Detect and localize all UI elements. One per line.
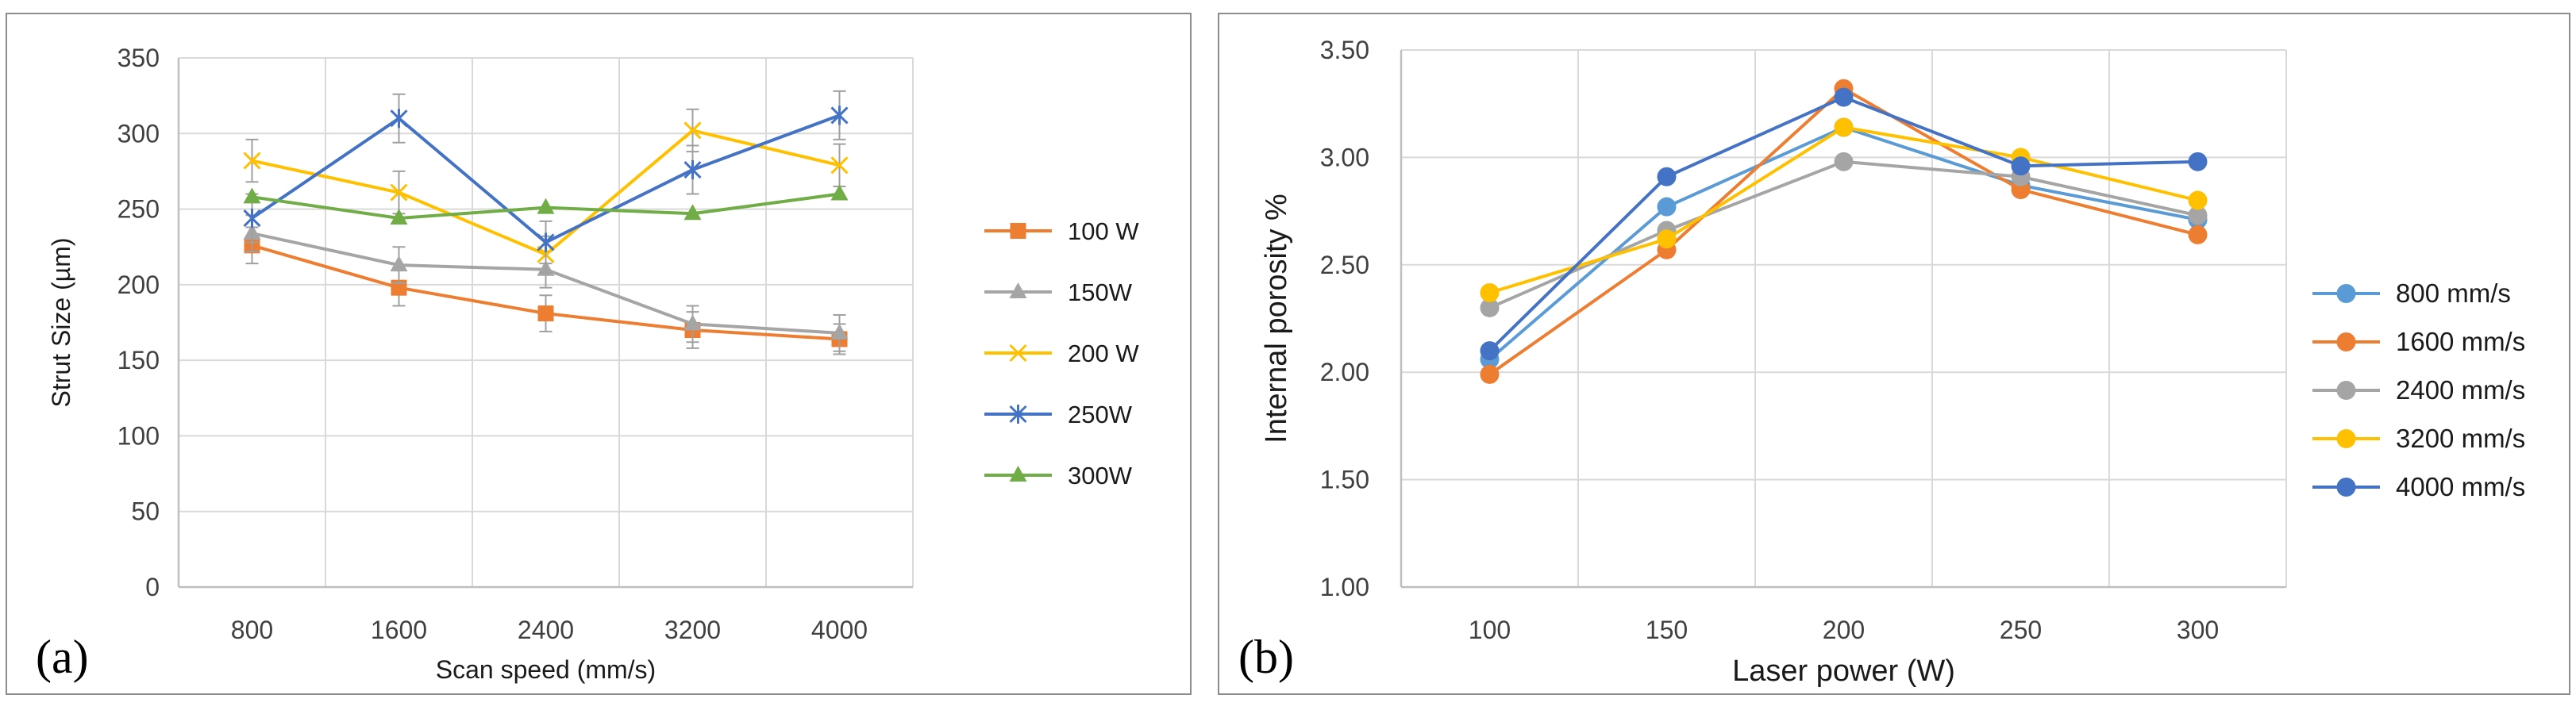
chart-a-panel-label: (a) <box>36 631 89 683</box>
chart-b-x-tick-label: 250 <box>2000 616 2042 644</box>
chart-a-legend-marker <box>1009 344 1027 363</box>
chart-a-data-point <box>390 183 408 202</box>
chart-a-y-tick-label: 250 <box>117 195 160 224</box>
chart-b-data-point <box>2188 205 2208 225</box>
chart-b-legend-marker <box>2336 284 2356 303</box>
chart-b-legend-marker <box>2336 478 2356 497</box>
chart-a-y-tick-label: 150 <box>117 346 160 374</box>
chart-b-legend-label: 2400 mm/s <box>2396 375 2525 405</box>
chart-a-data-point <box>830 323 849 340</box>
chart-b-series-4 <box>1480 87 2208 361</box>
chart-b-x-tick-label: 200 <box>1823 616 1865 644</box>
chart-a-legend-marker <box>1009 405 1027 424</box>
chart-b-y-tick-label: 3.00 <box>1320 143 1369 171</box>
chart-a-legend-label: 250W <box>1068 401 1133 428</box>
chart-b-data-point <box>2188 190 2208 210</box>
chart-b-data-point <box>2011 156 2031 176</box>
chart-b-y-tick-label: 2.00 <box>1320 358 1369 386</box>
chart-a: 0 50 100 150 200 250 300 350 800 1600 2400 3200 4000… <box>47 44 1139 684</box>
chart-a-data-point <box>537 305 554 322</box>
chart-a-data-point <box>683 314 702 331</box>
chart-b-data-point <box>1480 364 1500 384</box>
chart-b-legend-label: 800 mm/s <box>2396 278 2511 308</box>
chart-b-y-tick-label: 1.00 <box>1320 573 1369 601</box>
chart-b-data-point <box>2188 225 2208 244</box>
chart-b-legend-marker <box>2336 429 2356 448</box>
chart-a-legend-label: 100 W <box>1068 217 1139 245</box>
chart-a-data-point <box>390 109 408 129</box>
chart-b-data-point <box>1480 283 1500 303</box>
chart-b-x-tick-label: 100 <box>1469 616 1511 644</box>
chart-a-x-tick-label: 2400 <box>518 616 574 644</box>
chart-b-data-point <box>1834 152 1854 171</box>
chart-b-data-point <box>1834 87 1854 107</box>
chart-b-frame <box>1218 13 2570 695</box>
chart-a-x-tick-label: 4000 <box>811 616 868 644</box>
chart-b-data-point <box>1480 298 1500 317</box>
chart-b-data-point <box>1657 197 1677 217</box>
chart-b-y-tick-label: 2.50 <box>1320 251 1369 279</box>
chart-b-data-point <box>1834 117 1854 137</box>
chart-a-data-point <box>243 152 261 170</box>
chart-b-legend-label: 4000 mm/s <box>2396 472 2525 501</box>
chart-b: 1.00 1.50 2.00 2.50 3.00 3.50 100 150 200 250 300 L… <box>1260 36 2525 688</box>
chart-a-legend-label: 150W <box>1068 278 1133 306</box>
chart-a-y-tick-label: 50 <box>131 497 160 526</box>
chart-a-x-tick-label: 800 <box>231 616 273 644</box>
chart-a-x-tick-label: 3200 <box>664 616 721 644</box>
chart-a-data-point <box>683 160 702 180</box>
chart-b-data-point <box>1657 167 1677 186</box>
chart-b-y-tick-label: 3.50 <box>1320 36 1369 64</box>
chart-a-legend-label: 300W <box>1068 462 1133 489</box>
chart-a-legend-marker <box>1010 223 1026 239</box>
chart-b-panel-label: (b) <box>1238 631 1294 683</box>
chart-a-y-tick-label: 0 <box>145 573 160 601</box>
chart-b-x-tick-label: 150 <box>1646 616 1688 644</box>
chart-a-data-point <box>243 187 261 204</box>
chart-a-data-point <box>390 209 408 225</box>
chart-a-y-axis-title: Strut Size (µm) <box>47 237 75 407</box>
chart-a-x-tick-label: 1600 <box>371 616 427 644</box>
chart-b-legend-marker <box>2336 381 2356 400</box>
chart-a-y-tick-label: 350 <box>117 44 160 72</box>
chart-b-legend-label: 1600 mm/s <box>2396 327 2525 356</box>
chart-a-data-point <box>683 121 702 140</box>
chart-b-legend-label: 3200 mm/s <box>2396 424 2525 453</box>
chart-a-data-point <box>830 184 849 201</box>
chart-a-data-point <box>683 204 702 221</box>
chart-a-legend-label: 200 W <box>1068 340 1139 367</box>
chart-a-data-point <box>243 209 261 228</box>
chart-b-x-axis-title: Laser power (W) <box>1732 654 1955 688</box>
chart-a-data-point <box>537 232 555 252</box>
chart-a-series-4 <box>243 184 849 225</box>
chart-b-data-point <box>2188 152 2208 171</box>
chart-b-data-point <box>1480 341 1500 361</box>
chart-a-legend-marker <box>1009 282 1027 298</box>
chart-b-data-point <box>1657 229 1677 249</box>
chart-b-y-axis-title: Internal porosity % <box>1260 194 1293 443</box>
chart-a-data-point <box>537 198 555 214</box>
chart-a-x-axis-title: Scan speed (mm/s) <box>436 655 656 684</box>
chart-a-series-3 <box>243 90 849 265</box>
chart-a-data-point <box>390 255 408 272</box>
chart-a-data-point <box>830 106 849 125</box>
chart-a-y-tick-label: 100 <box>117 421 160 450</box>
chart-b-x-tick-label: 300 <box>2177 616 2219 644</box>
chart-b-y-tick-label: 1.50 <box>1320 466 1369 494</box>
chart-a-y-tick-label: 200 <box>117 271 160 299</box>
chart-a-data-point <box>830 156 849 175</box>
chart-a-y-tick-label: 300 <box>117 119 160 148</box>
chart-b-legend-marker <box>2336 332 2356 351</box>
chart-a-legend-marker <box>1009 466 1027 482</box>
